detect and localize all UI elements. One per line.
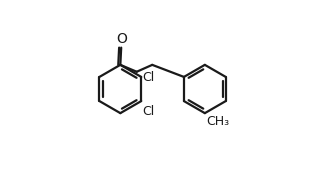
Text: O: O	[116, 32, 127, 46]
Text: Cl: Cl	[143, 71, 155, 84]
Text: CH₃: CH₃	[207, 115, 230, 128]
Text: Cl: Cl	[142, 105, 154, 118]
